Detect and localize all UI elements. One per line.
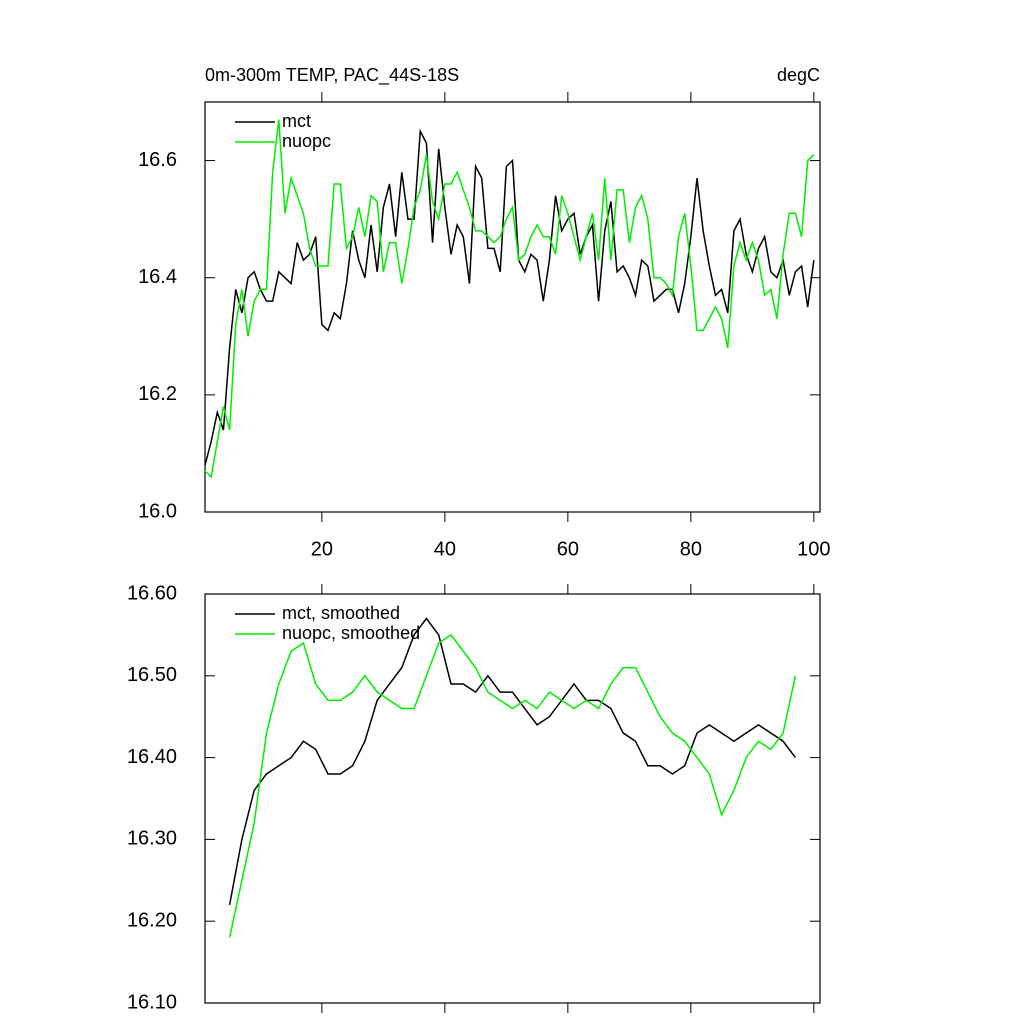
data-line [228, 633, 797, 938]
y-tick-label: 16.0 [138, 500, 177, 522]
x-tick-label: 60 [557, 538, 579, 560]
plot-frame [204, 593, 821, 1004]
y-tick-label: 16.40 [127, 746, 177, 768]
x-tick-label: 80 [680, 538, 702, 560]
plot-frame [204, 101, 821, 513]
y-tick-label: 16.4 [138, 266, 177, 288]
data-line [204, 128, 815, 466]
chart-title: 0m-300m TEMP, PAC_44S-18S [205, 65, 459, 86]
y-tick-label: 16.60 [127, 582, 177, 604]
y-tick-label: 16.6 [138, 149, 177, 171]
y-tick-label: 16.10 [127, 991, 177, 1013]
legend-label: nuopc, smoothed [282, 623, 420, 643]
y-tick-label: 16.2 [138, 383, 177, 405]
data-line [228, 617, 796, 905]
x-tick-label: 20 [311, 538, 333, 560]
legend-label: mct [282, 111, 311, 131]
y-tick-label: 16.30 [127, 828, 177, 850]
legend-label: mct, smoothed [282, 603, 400, 623]
y-tick-label: 16.20 [127, 909, 177, 931]
units-label: degC [777, 65, 820, 85]
x-tick-label: 40 [434, 538, 456, 560]
x-tick-label: 100 [797, 538, 830, 560]
data-line [204, 119, 815, 479]
legend-label: nuopc [282, 131, 331, 151]
y-tick-label: 16.50 [127, 664, 177, 686]
